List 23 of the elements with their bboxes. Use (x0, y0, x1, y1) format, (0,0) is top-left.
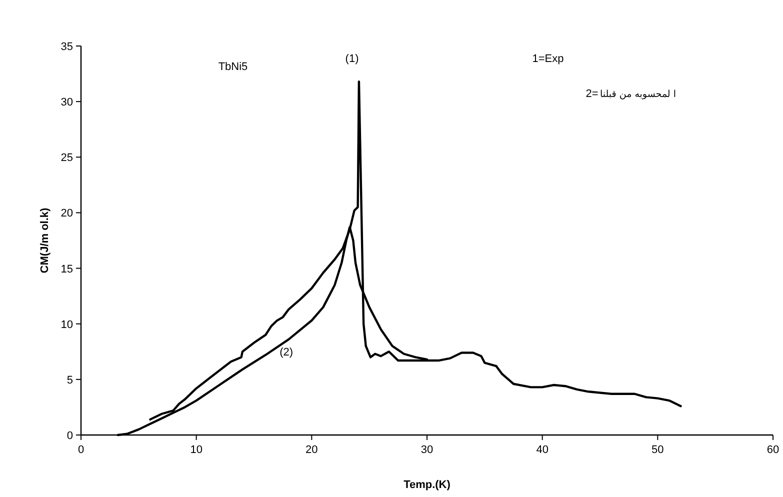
y-tick-label: 35 (60, 41, 73, 53)
annotation: ا لمحسوبه من قبلنا (600, 89, 676, 100)
x-tick-label: 50 (652, 444, 664, 456)
x-tick-label: 0 (78, 444, 84, 456)
series-label: (2) (280, 346, 294, 359)
x-axis-title: Temp.(K) (404, 479, 451, 491)
y-tick-label: 15 (60, 263, 73, 276)
x-tick-label: 20 (306, 444, 318, 456)
x-tick-label: 30 (420, 444, 434, 456)
y-tick-label: 5 (66, 374, 73, 386)
x-tick-label: 40 (536, 444, 548, 456)
annotation: TbNi5 (218, 61, 248, 73)
y-tick-label: 10 (60, 318, 73, 331)
y-tick-label: 25 (60, 152, 73, 164)
annotation: 2= (586, 88, 598, 100)
y-tick-label: 30 (60, 96, 73, 109)
y-tick-label: 20 (60, 208, 73, 220)
y-axis-title: CM(J/m ol.k) (39, 207, 51, 274)
series-label: (1) (345, 53, 359, 66)
x-tick-label: 60 (766, 444, 780, 456)
x-tick-label: 10 (190, 444, 202, 456)
y-tick-label: 0 (66, 430, 73, 442)
annotation: 1=Exp (532, 53, 564, 65)
